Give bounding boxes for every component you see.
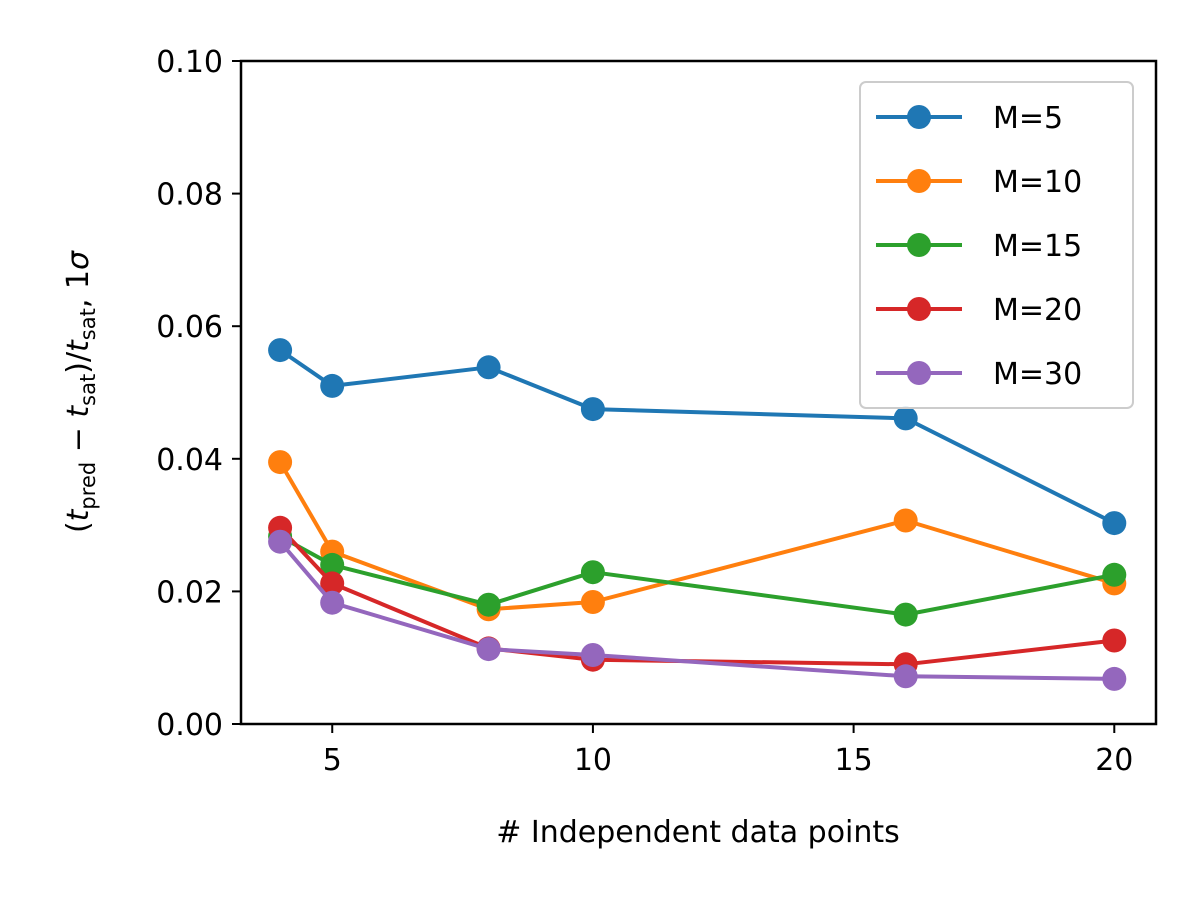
data-point bbox=[580, 397, 605, 422]
y-tick-label: 0.04 bbox=[156, 443, 223, 478]
legend-marker bbox=[907, 169, 931, 193]
series-m-10 bbox=[268, 450, 1127, 622]
data-point bbox=[1102, 628, 1127, 653]
data-point bbox=[1102, 511, 1127, 536]
series-line bbox=[278, 526, 1115, 667]
data-point bbox=[320, 552, 345, 577]
data-point bbox=[320, 373, 345, 398]
data-point bbox=[1102, 666, 1127, 691]
series-m-30 bbox=[268, 529, 1127, 691]
legend-item: M=30 bbox=[876, 357, 1082, 392]
legend-marker bbox=[907, 297, 931, 321]
series-line bbox=[278, 461, 1115, 612]
legend-label: M=20 bbox=[993, 293, 1082, 328]
series-line bbox=[278, 540, 1115, 681]
legend-marker bbox=[907, 233, 931, 257]
y-tick-label: 0.08 bbox=[156, 178, 223, 213]
y-tick-label: 0.10 bbox=[156, 45, 223, 80]
data-point bbox=[268, 529, 293, 554]
x-axis-title: # Independent data points bbox=[496, 815, 900, 850]
data-point bbox=[580, 560, 605, 585]
data-point bbox=[268, 450, 293, 475]
y-tick-label: 0.02 bbox=[156, 575, 223, 610]
data-point bbox=[476, 355, 501, 380]
y-tick-label: 0.06 bbox=[156, 310, 223, 345]
data-point bbox=[320, 571, 345, 596]
data-point bbox=[580, 643, 605, 667]
legend-item: M=20 bbox=[876, 293, 1082, 328]
data-point bbox=[476, 592, 501, 617]
data-point bbox=[893, 664, 918, 689]
x-tick-label: 10 bbox=[574, 743, 612, 778]
legend-item: M=15 bbox=[876, 229, 1082, 264]
legend-box bbox=[859, 81, 1134, 409]
data-point bbox=[580, 590, 605, 614]
legend-item: M=10 bbox=[876, 165, 1082, 200]
legend-item: M=5 bbox=[876, 101, 1063, 136]
data-point bbox=[476, 637, 501, 662]
data-point bbox=[893, 602, 918, 627]
data-point bbox=[893, 508, 918, 533]
x-tick-label: 20 bbox=[1095, 743, 1133, 778]
legend-label: M=5 bbox=[993, 101, 1063, 136]
legend-label: M=10 bbox=[993, 165, 1082, 200]
legend-marker bbox=[907, 361, 931, 385]
data-point bbox=[320, 590, 345, 615]
data-point bbox=[893, 406, 918, 431]
legend-label: M=15 bbox=[993, 229, 1082, 264]
data-point bbox=[1102, 562, 1127, 587]
legend: M=5 M=10 M=15 M=20 M=30 bbox=[859, 81, 1134, 409]
series-m-5 bbox=[268, 338, 1127, 536]
x-tick-label: 5 bbox=[323, 743, 342, 778]
plot-frame bbox=[239, 59, 1158, 726]
x-tick-label: 15 bbox=[835, 743, 873, 778]
legend-label: M=30 bbox=[993, 357, 1082, 392]
y-axis-title: (tpred − tsat)/tsat, 1σ bbox=[61, 250, 100, 533]
data-point bbox=[268, 338, 293, 363]
legend-marker bbox=[907, 105, 931, 129]
y-tick-label: 0.00 bbox=[156, 708, 223, 743]
